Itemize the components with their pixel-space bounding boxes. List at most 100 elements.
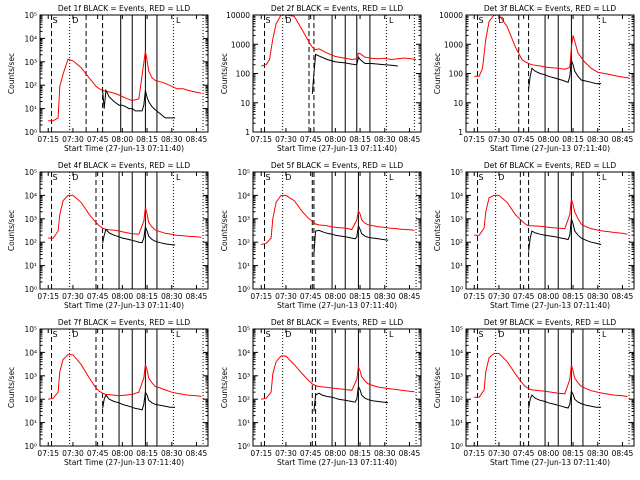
- y-tick-label: 10³: [24, 372, 37, 381]
- y-tick-label: 10³: [24, 215, 37, 224]
- x-tick-label: 08:15: [349, 135, 371, 144]
- x-tick-label: 08:30: [161, 135, 183, 144]
- y-tick-label: 10⁵: [237, 325, 250, 334]
- x-tick-label: 08:15: [136, 135, 158, 144]
- x-tick-label: 07:15: [463, 292, 485, 301]
- y-tick-label: 10: [240, 99, 250, 108]
- series-line-events: [528, 218, 602, 252]
- x-tick-label: 07:15: [37, 449, 59, 458]
- x-tick-label: 07:30: [488, 292, 510, 301]
- y-tick-label: 10¹: [24, 262, 37, 271]
- marker-label: L: [176, 16, 181, 25]
- x-tick-label: 07:45: [300, 135, 322, 144]
- x-tick-label: 07:45: [300, 292, 322, 301]
- series-line-lld: [48, 354, 202, 400]
- series-line-events: [102, 88, 176, 119]
- y-tick-label: 10⁴: [237, 191, 250, 200]
- x-tick-label: 07:15: [250, 135, 272, 144]
- x-tick-label: 07:15: [463, 449, 485, 458]
- x-tick-label: 08:30: [587, 292, 609, 301]
- x-tick-label: 08:00: [112, 449, 134, 458]
- series-group: [261, 355, 415, 412]
- chart-title: Det 7f BLACK = Events, RED = LLD: [58, 318, 191, 327]
- y-tick-label: 10²: [24, 395, 37, 404]
- x-axis-label: Start Time (27-Jun-13 07:11:40): [277, 301, 397, 310]
- y-axis-label: Counts/sec: [7, 210, 16, 251]
- y-tick-label: 10⁰: [24, 442, 37, 451]
- chart-title: Det 2f BLACK = Events, RED = LLD: [271, 4, 404, 13]
- x-tick-label: 08:15: [562, 449, 584, 458]
- series-group: [474, 194, 628, 252]
- x-tick-label: 08:45: [186, 135, 208, 144]
- marker-label: D: [285, 173, 291, 182]
- y-tick-label: 10⁴: [237, 348, 250, 357]
- y-tick-label: 10³: [24, 58, 37, 67]
- x-tick-label: 07:30: [275, 292, 297, 301]
- marker-label: D: [285, 330, 291, 339]
- chart-title: Det 9f BLACK = Events, RED = LLD: [484, 318, 617, 327]
- marker-label: S: [266, 173, 271, 182]
- marker-label: D: [72, 173, 78, 182]
- x-axis-label: Start Time (27-Jun-13 07:11:40): [64, 301, 184, 310]
- x-tick-label: 07:45: [513, 135, 535, 144]
- y-tick-label: 1: [458, 128, 463, 137]
- plot-frame: [252, 328, 422, 447]
- plot-frame: [252, 171, 422, 290]
- chart-title: Det 3f BLACK = Events, RED = LLD: [484, 4, 617, 13]
- marker-label: S: [53, 330, 58, 339]
- x-tick-label: 07:30: [488, 135, 510, 144]
- y-tick-label: 10⁵: [450, 325, 463, 334]
- x-tick-label: 07:45: [513, 449, 535, 458]
- x-tick-label: 08:30: [161, 449, 183, 458]
- x-tick-label: 07:45: [87, 292, 109, 301]
- marker-label: D: [498, 330, 504, 339]
- x-tick-label: 07:30: [275, 449, 297, 458]
- x-tick-label: 08:45: [186, 449, 208, 458]
- plot-frame: [39, 328, 209, 447]
- x-tick-label: 08:30: [161, 292, 183, 301]
- series-line-lld: [474, 15, 630, 79]
- y-tick-label: 10⁰: [24, 128, 37, 137]
- plot-frame: [39, 171, 209, 290]
- marker-label: S: [266, 330, 271, 339]
- x-tick-label: 08:45: [612, 135, 634, 144]
- y-axis-label: Counts/sec: [220, 367, 229, 408]
- y-tick-label: 10⁵: [24, 325, 37, 334]
- x-tick-label: 08:00: [325, 292, 347, 301]
- marker-label: S: [266, 16, 271, 25]
- chart-title: Det 8f BLACK = Events, RED = LLD: [271, 318, 404, 327]
- series-group: [48, 194, 202, 246]
- marker-label: L: [389, 16, 394, 25]
- y-tick-label: 10⁰: [450, 442, 463, 451]
- x-tick-label: 07:30: [62, 292, 84, 301]
- series-line-lld: [474, 353, 628, 398]
- series-line-events: [528, 60, 602, 89]
- chart-title: Det 4f BLACK = Events, RED = LLD: [58, 161, 191, 170]
- y-tick-label: 10⁴: [24, 34, 37, 43]
- chart-title: Det 6f BLACK = Events, RED = LLD: [484, 161, 617, 170]
- series-line-events: [311, 53, 398, 94]
- x-tick-label: 07:15: [463, 135, 485, 144]
- series-line-events: [313, 384, 389, 412]
- y-axis-label: Counts/sec: [433, 367, 442, 408]
- series-group: [261, 15, 417, 94]
- x-axis-label: Start Time (27-Jun-13 07:11:40): [490, 458, 610, 467]
- marker-label: S: [53, 16, 58, 25]
- x-tick-label: 08:00: [538, 449, 560, 458]
- x-tick-label: 07:30: [62, 449, 84, 458]
- x-tick-label: 08:15: [136, 292, 158, 301]
- y-axis-label: Counts/sec: [220, 210, 229, 251]
- x-axis-label: Start Time (27-Jun-13 07:11:40): [490, 301, 610, 310]
- y-tick-label: 10000: [226, 11, 250, 20]
- y-tick-label: 10: [453, 99, 463, 108]
- x-axis-label: Start Time (27-Jun-13 07:11:40): [277, 458, 397, 467]
- y-tick-label: 10²: [24, 81, 37, 90]
- x-tick-label: 08:15: [562, 292, 584, 301]
- series-group: [261, 194, 415, 255]
- series-line-lld: [261, 194, 415, 245]
